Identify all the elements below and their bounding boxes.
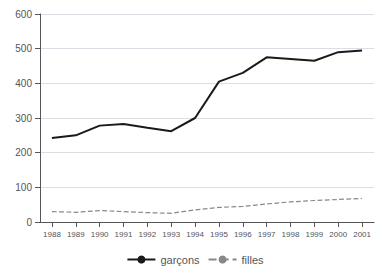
svg-text:1995: 1995	[210, 230, 228, 239]
svg-text:600: 600	[15, 9, 32, 20]
svg-text:1996: 1996	[234, 230, 252, 239]
svg-text:500: 500	[15, 43, 32, 54]
svg-text:1991: 1991	[115, 230, 133, 239]
svg-text:400: 400	[15, 78, 32, 89]
svg-text:1998: 1998	[282, 230, 300, 239]
svg-text:1994: 1994	[186, 230, 204, 239]
svg-text:1997: 1997	[258, 230, 276, 239]
svg-text:1992: 1992	[138, 230, 156, 239]
svg-text:1990: 1990	[91, 230, 109, 239]
svg-text:300: 300	[15, 113, 32, 124]
svg-text:100: 100	[15, 182, 32, 193]
svg-text:200: 200	[15, 147, 32, 158]
svg-text:2000: 2000	[329, 230, 347, 239]
svg-text:1993: 1993	[162, 230, 180, 239]
svg-text:filles: filles	[242, 254, 265, 266]
svg-text:2001: 2001	[353, 230, 371, 239]
svg-text:1989: 1989	[67, 230, 85, 239]
svg-text:1988: 1988	[43, 230, 61, 239]
svg-text:0: 0	[26, 217, 32, 228]
svg-text:garçons: garçons	[160, 254, 200, 266]
svg-text:1999: 1999	[305, 230, 323, 239]
